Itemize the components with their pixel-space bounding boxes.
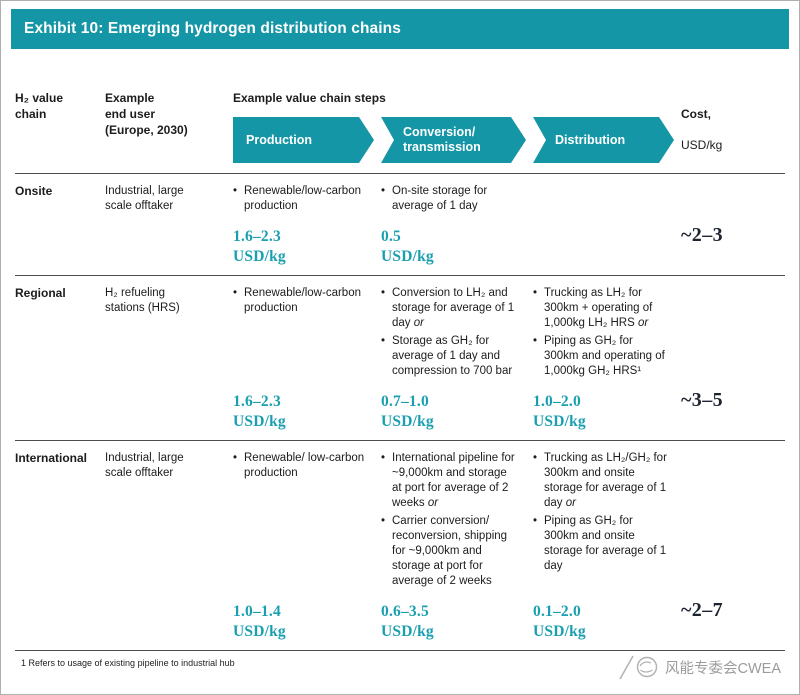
step-bullet: Renewable/ low-carbon production [233,451,367,481]
conversion-cost: 0.5 USD/kg [381,227,519,267]
cost-amount: 1.6–2.3 [233,227,281,245]
exhibit-content: H₂ value chain Example end user (Europe,… [11,91,789,668]
distribution-cost: 0.1–2.0 USD/kg [533,602,667,642]
value-chain-cell: International [15,451,88,466]
production-cost: 1.6–2.3 USD/kg [233,392,367,432]
step-bullet: Trucking as LH₂/GH₂ for 300km and onsite… [533,451,667,511]
step-bullet: Storage as GH₂ for average of 1 day and … [381,334,519,379]
production-cell: Renewable/low-carbon production 1.6–2.3 … [233,286,381,432]
conversion-step-arrow: Conversion/ transmission [381,117,526,163]
cost-unit: USD/kg [381,412,434,430]
cost-amount: 1.0–2.0 [533,392,581,410]
bullet-list: Renewable/ low-carbon production [233,451,367,484]
bullet-list: Trucking as LH₂/GH₂ for 300km and onsite… [533,451,667,577]
distribution-cell: Trucking as LH₂ for 300km + operating of… [533,286,681,432]
col-header-value-chain: H₂ value chain [15,91,64,121]
cost-header-label: Cost, [681,106,711,121]
or-connector: or [413,317,424,330]
step-bullet: Piping as GH₂ for 300km and onsite stora… [533,514,667,574]
step-bullet: Renewable/low-carbon production [233,184,367,214]
footnote: 1 Refers to usage of existing pipeline t… [21,657,235,668]
cost-amount: 1.0–1.4 [233,602,281,620]
distribution-step-arrow: Distribution [533,117,674,163]
total-cost-cell: ~2–3 [681,224,724,247]
end-user-cell: Industrial, large scale offtaker [105,452,184,479]
cost-amount: 0.7–1.0 [381,392,429,410]
total-cost-cell: ~3–5 [681,389,724,412]
watermark: 风能专委会CWEA [617,654,781,680]
step-bullet: Renewable/low-carbon production [233,286,367,316]
distribution-cell [533,184,681,267]
bullet-list: Conversion to LH₂ and storage for averag… [381,286,519,382]
end-user-cell: H₂ refueling stations (HRS) [105,287,180,315]
cost-header-unit: USD/kg [681,138,723,153]
conversion-cost: 0.7–1.0 USD/kg [381,392,519,432]
conversion-cell: International pipeline for ~9,000km and … [381,451,533,642]
conversion-cost: 0.6–3.5 USD/kg [381,602,519,642]
bullet-list: On-site storage for average of 1 day [381,184,519,217]
col-header-end-user: Example end user (Europe, 2030) [105,91,188,137]
value-chain-cell: Onsite [15,184,53,198]
cost-unit: USD/kg [533,622,586,640]
step-bullet: On-site storage for average of 1 day [381,184,519,214]
step-bullet: International pipeline for ~9,000km and … [381,451,519,511]
production-cell: Renewable/ low-carbon production 1.0–1.4… [233,451,381,642]
step-bullet: Piping as GH₂ for 300km and operating of… [533,334,667,379]
cost-unit: USD/kg [233,412,286,430]
step-bullet: Conversion to LH₂ and storage for averag… [381,286,519,331]
exhibit-title-bar: Exhibit 10: Emerging hydrogen distributi… [11,9,789,49]
conversion-cell: On-site storage for average of 1 day 0.5… [381,184,533,267]
conversion-cell: Conversion to LH₂ and storage for averag… [381,286,533,432]
total-cost-cell: ~2–7 [681,598,724,621]
production-cell: Renewable/low-carbon production 1.6–2.3 … [233,184,381,267]
col-header-steps: Example value chain steps [233,91,386,105]
cost-unit: USD/kg [233,248,286,266]
cost-amount: 0.1–2.0 [533,602,581,620]
bullet-list: Trucking as LH₂ for 300km + operating of… [533,286,667,382]
exhibit-title: Exhibit 10: Emerging hydrogen distributi… [24,20,401,37]
distribution-cell: Trucking as LH₂/GH₂ for 300km and onsite… [533,451,681,642]
cost-unit: USD/kg [381,622,434,640]
table-body: Onsite Industrial, large scale offtaker … [15,173,785,651]
table-row-onsite: Onsite Industrial, large scale offtaker … [15,173,785,275]
watermark-text: 风能专委会CWEA [665,660,781,677]
distribution-cost: 1.0–2.0 USD/kg [533,392,667,432]
cost-unit: USD/kg [381,248,434,266]
production-cost: 1.6–2.3 USD/kg [233,227,367,267]
table-header: H₂ value chain Example end user (Europe,… [15,91,785,173]
bullet-list: Renewable/low-carbon production [233,286,367,319]
cost-amount: 1.6–2.3 [233,392,281,410]
cost-unit: USD/kg [233,622,286,640]
end-user-cell: Industrial, large scale offtaker [105,185,184,212]
production-step-arrow: Production [233,117,374,163]
or-connector: or [427,496,439,509]
col-header-cost: Cost, USD/kg [681,91,785,163]
value-chain-cell: Regional [15,286,66,301]
table-row-international: International Industrial, large scale of… [15,440,785,650]
step-bullet: Carrier conversion/ reconversion, shippi… [381,514,519,589]
bullet-list: Renewable/low-carbon production [233,184,367,217]
or-connector: or [637,317,649,330]
cost-unit: USD/kg [533,412,586,430]
step-bullet: Trucking as LH₂ for 300km + operating of… [533,286,667,331]
table-row-regional: Regional H₂ refueling stations (HRS) Ren… [15,275,785,440]
cwea-logo-icon [619,655,658,680]
or-connector: or [565,496,576,509]
production-cost: 1.0–1.4 USD/kg [233,602,367,642]
cost-amount: 0.5 [381,227,401,245]
bullet-list: International pipeline for ~9,000km and … [381,451,519,591]
cost-amount: 0.6–3.5 [381,602,429,620]
